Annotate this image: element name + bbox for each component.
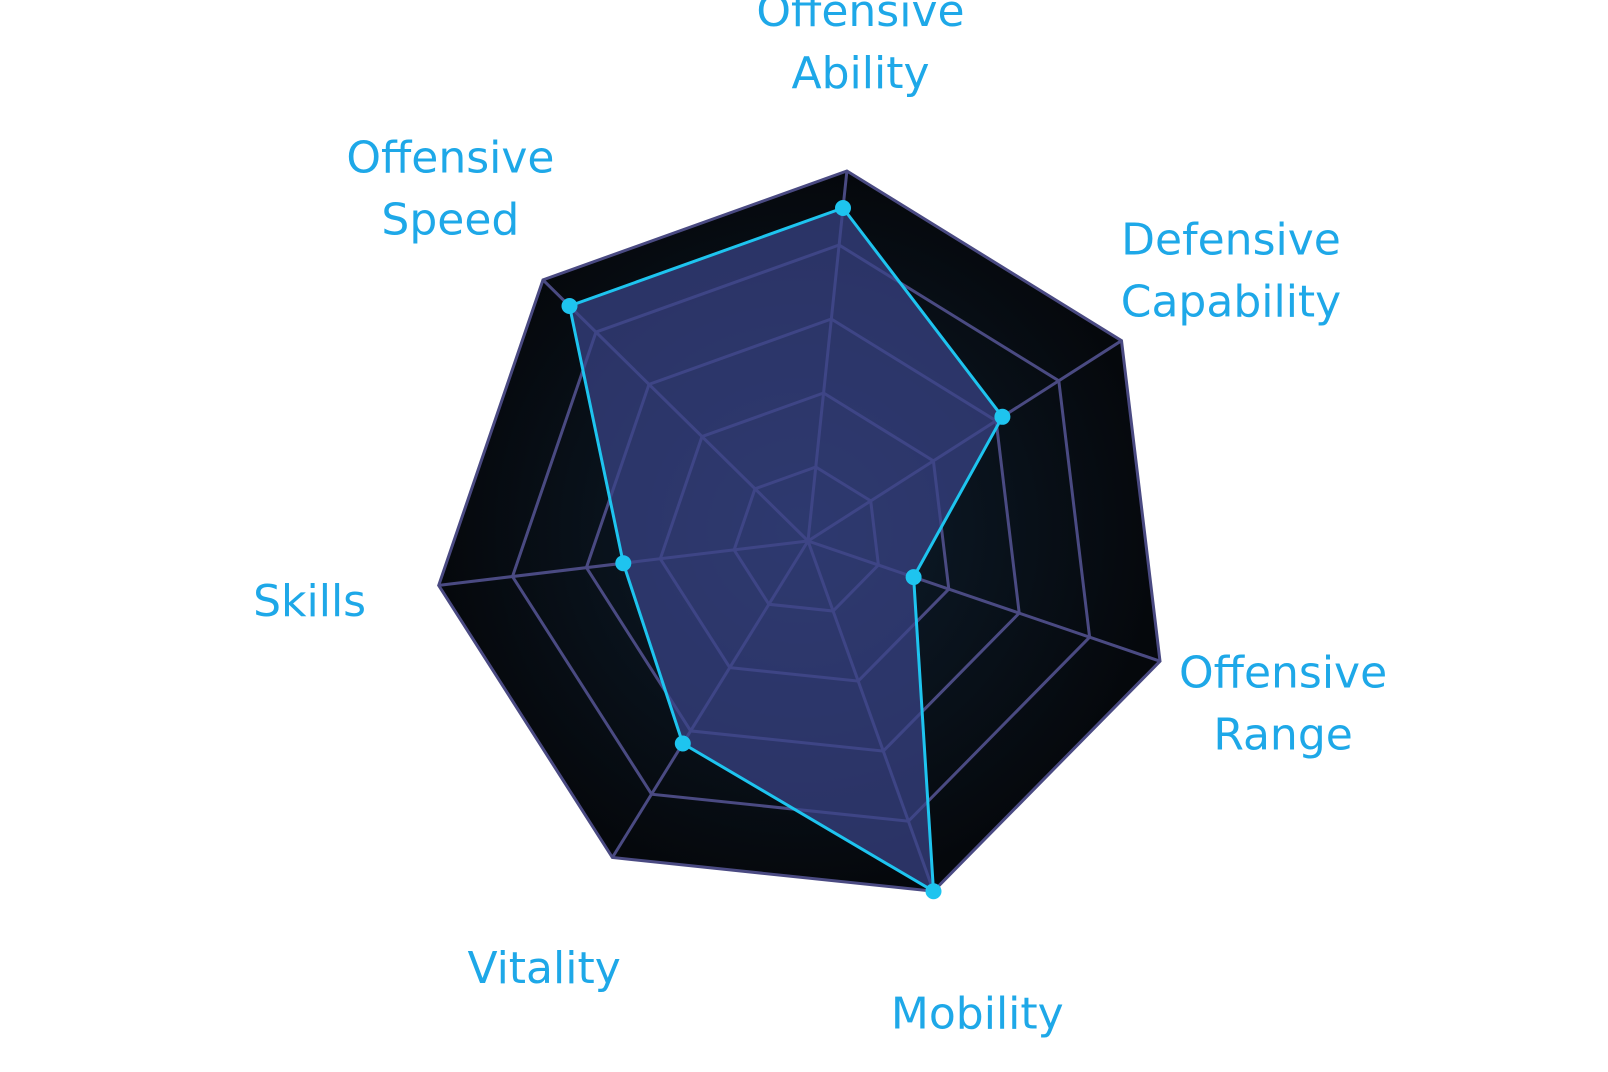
grid-ring-5 — [437, 169, 1162, 893]
axis-label-line: Range — [1213, 709, 1352, 760]
axis-label-3: Mobility — [891, 989, 1064, 1040]
series-point-5 — [615, 555, 632, 572]
series-point-0 — [835, 200, 851, 216]
axis-label-line: Speed — [381, 195, 519, 246]
series-point-4 — [674, 735, 691, 752]
axis-label-6: Offensive Speed — [346, 133, 554, 246]
radar-series — [561, 200, 1011, 900]
series-point-3 — [925, 883, 942, 900]
axis-label-line: Capability — [1121, 277, 1341, 328]
axis-label-0: Offensive Ability — [756, 0, 964, 99]
axis-label-line: Ability — [792, 48, 930, 99]
axis-label-5: Skills — [253, 576, 366, 627]
series-area-0 — [567, 206, 1005, 894]
axis-label-line: Defensive — [1121, 215, 1341, 266]
axis-label-line: Mobility — [891, 989, 1064, 1040]
axis-label-line: Offensive — [756, 0, 964, 37]
axis-label-line: Vitality — [467, 943, 620, 994]
axis-label-line: Offensive — [346, 133, 554, 184]
series-point-1 — [994, 408, 1011, 425]
axis-label-line: Offensive — [1179, 647, 1387, 698]
series-point-6 — [561, 298, 578, 314]
axis-label-1: Defensive Capability — [1121, 215, 1341, 328]
axis-label-line: Skills — [253, 576, 366, 627]
axis-label-2: Offensive Range — [1179, 647, 1387, 760]
series-point-2 — [905, 569, 922, 586]
axis-label-4: Vitality — [467, 943, 620, 994]
radar-axis-labels: Offensive Ability Defensive Capability Offen… — [253, 0, 1387, 1040]
